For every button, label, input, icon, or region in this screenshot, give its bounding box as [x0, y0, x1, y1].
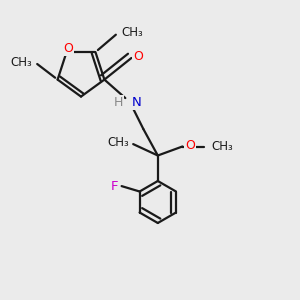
Text: O: O	[133, 50, 143, 63]
Text: CH₃: CH₃	[108, 136, 130, 149]
Text: N: N	[132, 96, 141, 109]
Text: O: O	[63, 42, 73, 55]
Text: CH₃: CH₃	[212, 140, 233, 153]
Text: O: O	[185, 140, 195, 152]
Text: CH₃: CH₃	[10, 56, 32, 69]
Text: CH₃: CH₃	[121, 26, 143, 39]
Text: F: F	[110, 180, 118, 193]
Text: H: H	[113, 96, 123, 109]
